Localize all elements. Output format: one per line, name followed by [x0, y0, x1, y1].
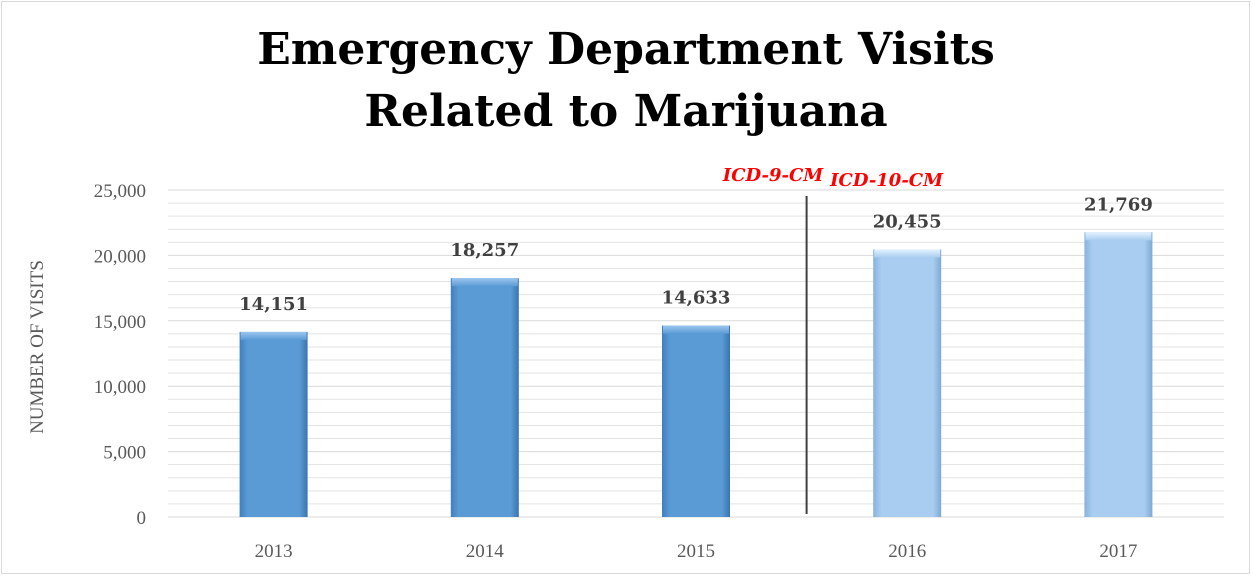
annotation-icd9: ICD-9-CM — [722, 165, 824, 186]
bar-2016 — [873, 249, 942, 517]
y-tick-label: 20,000 — [94, 246, 146, 267]
bars — [239, 232, 1153, 517]
x-tick-label: 2013 — [255, 541, 293, 562]
bar-bevel-2017 — [1085, 232, 1152, 241]
x-tick-label: 2014 — [466, 541, 505, 562]
y-tick-label: 15,000 — [94, 312, 146, 333]
annotation-icd10: ICD-10-CM — [829, 170, 944, 191]
chart-title-line-2: Related to Marijuana — [364, 86, 887, 137]
bar-2015 — [662, 325, 730, 517]
bar-2013 — [239, 331, 308, 517]
y-tick-label: 5,000 — [103, 443, 146, 464]
y-tick-label: 10,000 — [94, 377, 146, 398]
y-tick-label: 25,000 — [94, 181, 146, 202]
data-label: 21,769 — [1084, 194, 1153, 215]
data-labels: 14,151 18,257 14,633 20,455 21,769 — [239, 194, 1153, 315]
bar-2017 — [1084, 232, 1153, 517]
data-label: 18,257 — [450, 240, 519, 261]
x-axis-ticks: 2013 2014 2015 2016 2017 — [255, 541, 1138, 562]
data-label: 14,633 — [662, 288, 731, 309]
chart-title-line-1: Emergency Department Visits — [257, 24, 994, 75]
x-tick-label: 2017 — [1099, 541, 1137, 562]
bar-bevel-2014 — [451, 278, 518, 287]
x-tick-label: 2015 — [677, 541, 715, 562]
bar-2014 — [450, 278, 519, 517]
data-label: 20,455 — [873, 211, 942, 232]
data-label: 14,151 — [239, 294, 308, 315]
y-axis-label: NUMBER OF VISITS — [27, 260, 48, 434]
y-axis-ticks: 0 5,000 10,000 15,000 20,000 25,000 — [94, 181, 146, 529]
bar-bevel-2016 — [874, 249, 941, 258]
x-tick-label: 2016 — [888, 541, 926, 562]
bar-bevel-2013 — [240, 331, 307, 340]
y-tick-label: 0 — [137, 508, 147, 529]
bar-bevel-2015 — [663, 325, 729, 334]
